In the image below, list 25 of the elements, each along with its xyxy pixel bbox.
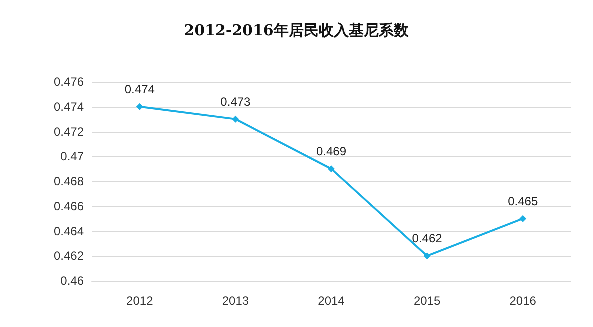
y-tick-label: 0.472 [54, 124, 84, 139]
y-tick-label: 0.476 [54, 75, 84, 89]
y-tick-label: 0.464 [54, 224, 84, 238]
y-tick-label: 0.47 [60, 150, 84, 164]
data-label: 0.473 [220, 94, 252, 109]
data-label: 0.462 [412, 232, 443, 246]
y-tick-label: 0.468 [54, 174, 84, 188]
y-tick-label: 0.46 [60, 274, 84, 288]
point [136, 103, 144, 110]
data-label: 0.465 [508, 194, 538, 208]
point [520, 215, 527, 222]
point [328, 166, 335, 173]
x-tick-label: 2016 [510, 294, 537, 308]
y-tick-label: 0.474 [54, 100, 84, 114]
x-tick-label: 2015 [414, 294, 441, 308]
data-label: 0.469 [316, 144, 347, 159]
x-tick-label: 2013 [222, 294, 250, 308]
y-tick-label: 0.462 [54, 249, 84, 264]
y-tick-label: 0.466 [54, 199, 84, 214]
point [424, 252, 431, 260]
x-tick-label: 2014 [318, 294, 346, 308]
chart-title: 2012-2016年居民收入基尼系数 [184, 22, 410, 40]
point [232, 116, 240, 123]
x-tick-label: 2012 [126, 294, 154, 308]
data-label: 0.474 [124, 82, 156, 96]
